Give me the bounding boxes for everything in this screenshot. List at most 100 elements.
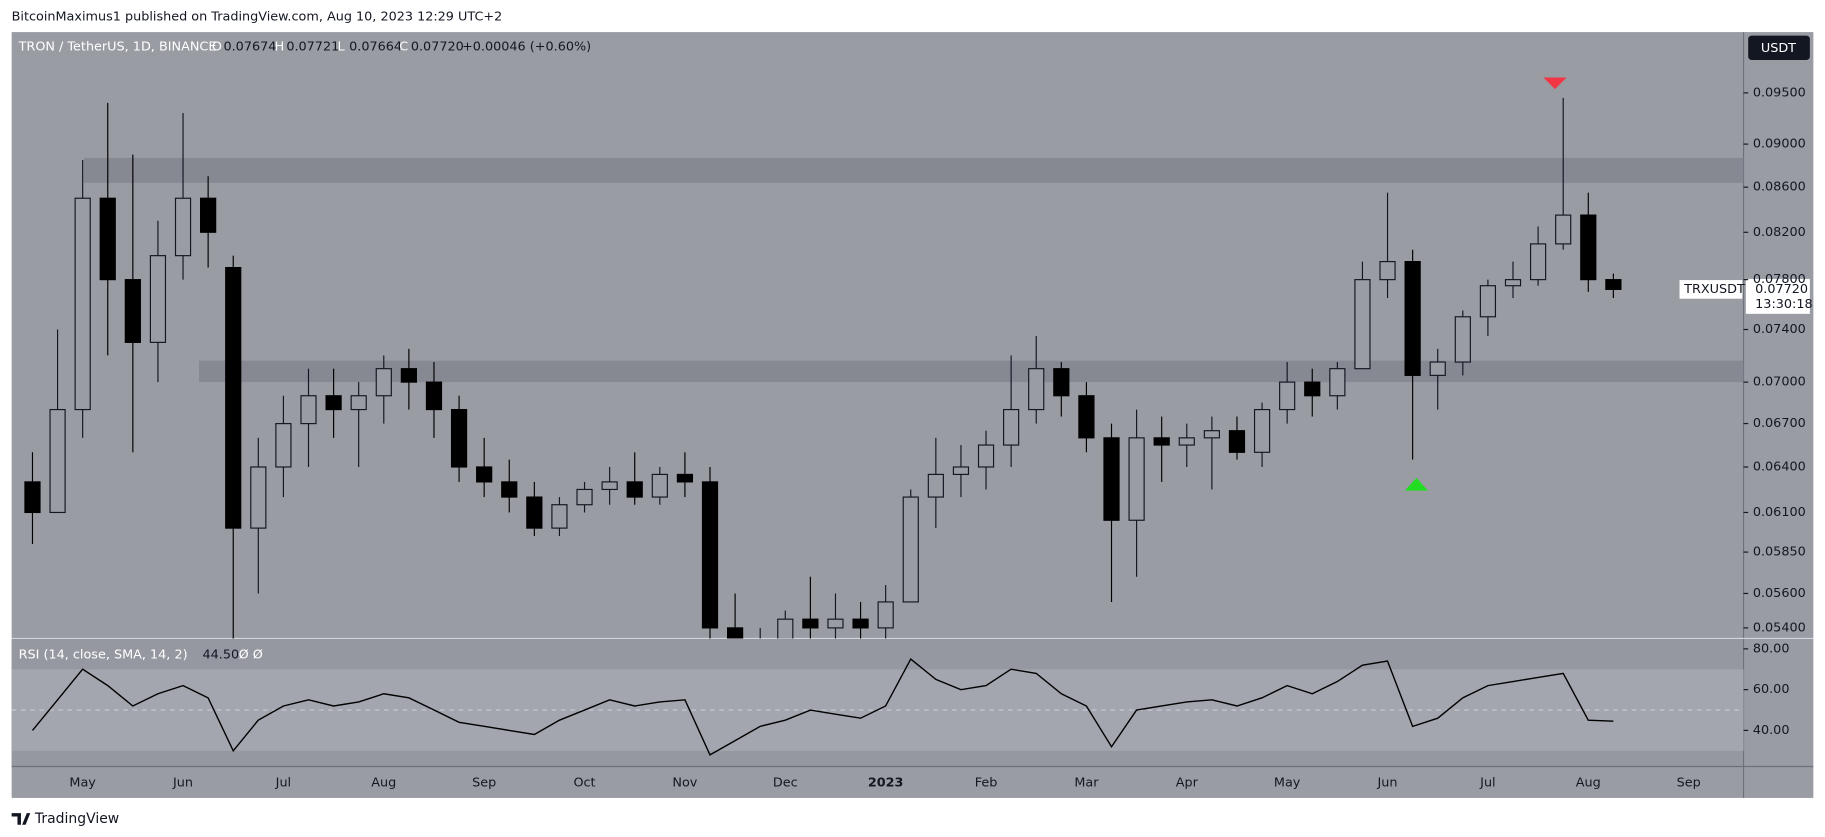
candle-body [927,473,944,498]
rsi-extra: Ø Ø [239,647,263,662]
legend: TRON / TetherUS, 1D, BINANCE O 0.07674 H… [18,40,592,663]
candle-body [1555,214,1572,245]
candle-body [1479,285,1497,318]
candle-body [1279,381,1296,411]
ohlc-value: 0.07720 [411,40,464,55]
y-tick-label: 0.06100 [1753,505,1806,520]
candle-body [1028,368,1045,411]
candle-body [174,197,192,257]
x-tick-label: Aug [1576,775,1601,790]
candle-body [425,381,443,411]
candle-body [1103,437,1120,521]
candle-body [250,466,267,529]
candle-body [1580,214,1597,281]
x-tick-label: Feb [975,775,998,790]
candle-body [375,368,392,397]
footer: TradingView [34,811,119,827]
y-tick-label: 0.06400 [1753,459,1806,474]
candle-body [651,473,668,498]
candle-body [1429,361,1446,376]
candle-body [300,395,317,425]
candle-body [1379,261,1396,281]
candle-body [701,481,719,629]
plot [11,97,1744,756]
candle-body [526,496,543,529]
candle-body [275,423,292,468]
candle-body [1128,437,1145,521]
candle-body [1529,243,1547,281]
y-tick-label: 0.05600 [1753,586,1806,601]
y-tick-label: 0.08200 [1753,225,1806,240]
ohlc-value: 0.07664 [349,40,402,55]
rsi-value: 44.50 [203,647,240,662]
candle-body [24,481,41,514]
candle-body [1454,316,1471,363]
candle-body [802,618,819,629]
rsi-title: RSI (14, close, SMA, 14, 2) [19,647,188,662]
y-tick-label: 0.09000 [1753,137,1806,152]
candle-body [576,488,593,506]
candle-body [74,197,91,411]
y-tick-label: 0.07000 [1753,375,1806,390]
x-tick-label: Mar [1074,775,1099,790]
ohlc-value: 0.07674 [223,40,276,55]
candle-body [1078,395,1095,439]
y-tick-label: 0.09500 [1753,85,1806,100]
candle-body [1203,430,1220,439]
candle-body [49,408,66,514]
candle-body [1329,368,1346,397]
ticker-box [1679,280,1743,299]
x-tick-label: May [69,775,96,790]
ohlc-key: H [275,40,285,55]
currency[interactable]: USDT [1761,41,1796,56]
x-tick-label: Aug [371,775,396,790]
x-tick-label: 2023 [868,775,904,790]
y-tick-label: 0.05400 [1753,620,1806,635]
candle-body [1605,279,1622,290]
change: +0.00046 (+0.60%) [462,40,591,55]
x-tick-label: Dec [773,775,798,790]
currency-button[interactable] [1748,35,1810,61]
candle-body [149,255,167,343]
candles [24,97,1622,639]
x-tick-label: Nov [672,775,697,790]
candle-body [877,601,894,629]
candle-body [99,197,116,281]
ohlc-value: 0.07721 [286,40,339,55]
x-tick-label: Jun [1377,775,1398,790]
ohlc-key: O [212,40,222,55]
candle-body [852,618,869,629]
candle-body [325,395,342,411]
y-tick-label: 0.05850 [1753,545,1806,560]
price-box [1745,278,1810,314]
candle-body [1304,381,1321,397]
x-tick-label: Oct [573,775,595,790]
x-tick-label: Jun [172,775,193,790]
y-tick-label: 0.08600 [1753,180,1806,195]
candle-body [476,466,493,483]
x-tick-label: Jul [1479,775,1495,790]
y-tick-label: 0.07800 [1753,272,1806,287]
candle-body [977,444,995,468]
candle-body [626,481,643,498]
candle-body [952,466,970,475]
x-tick-label: May [1274,775,1301,790]
candle-body [225,266,242,529]
zone [199,360,1744,383]
logo [11,813,31,825]
countdown: 13:30:18 [1755,297,1812,312]
rsi-line [31,658,1614,756]
ohlc-key: C [399,40,408,55]
candle-body [501,481,518,498]
y-tick-label: 40.00 [1753,723,1790,738]
candle-body [902,496,919,603]
candle-body [124,279,141,343]
last-price: 0.07720 [1755,282,1808,297]
candle-body [726,627,744,639]
candle-body [676,473,694,483]
candle-body [200,197,217,233]
ticker: TRXUSDT [1683,282,1745,297]
symbol: TRON / TetherUS, 1D, BINANCE [18,40,217,55]
x-tick-label: Jul [275,775,291,790]
